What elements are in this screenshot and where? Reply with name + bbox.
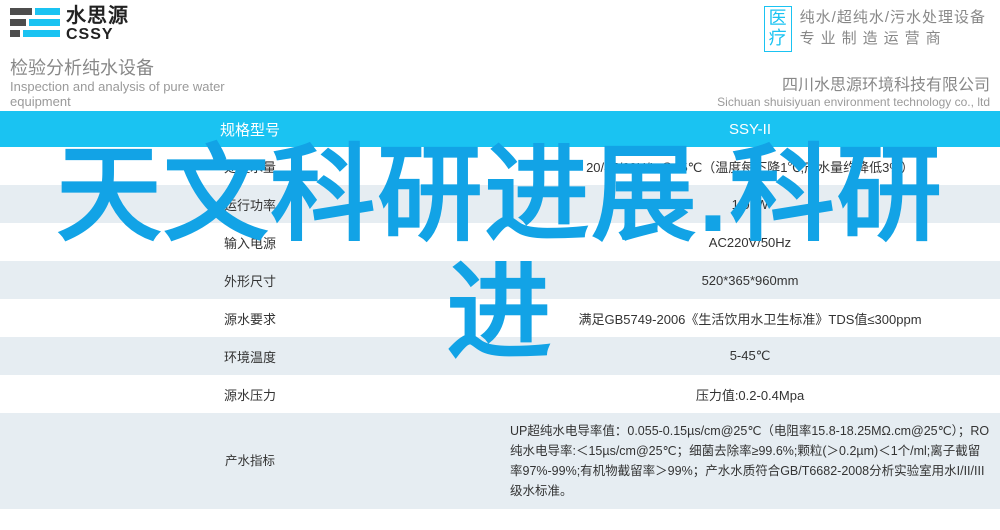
header: 水思源 CSSY 医 疗 纯水/超纯水/污水处理设备 专业制造运营商: [0, 0, 1000, 54]
footer-label: 产水指标: [0, 413, 500, 509]
footer-value: UP超纯水电导率值：0.055-0.15µs/cm@25℃（电阻率15.8-18…: [500, 413, 1000, 509]
tagline-line1: 纯水/超纯水/污水处理设备: [800, 6, 986, 27]
tagline-block: 医 疗 纯水/超纯水/污水处理设备 专业制造运营商: [764, 6, 986, 52]
row-value: 压力值:0.2-0.4Mpa: [500, 375, 1000, 413]
logo-name-en: CSSY: [66, 26, 129, 44]
subtitle-right-cn: 四川水思源环境科技有限公司: [717, 71, 990, 95]
row-value: 5-45℃: [500, 337, 1000, 375]
table-header-left: 规格型号: [0, 111, 500, 147]
table-row: 运行功率 1.0kW: [0, 185, 1000, 223]
table-header-right: SSY-II: [500, 111, 1000, 147]
row-label: 外形尺寸: [0, 261, 500, 299]
tagline-lines: 纯水/超纯水/污水处理设备 专业制造运营商: [800, 6, 986, 48]
logo-block: 水思源 CSSY: [10, 6, 129, 44]
logo-name-cn: 水思源: [66, 6, 129, 26]
logo-icon: [10, 6, 60, 44]
row-label: 运行功率: [0, 185, 500, 223]
row-value: 20/45/60H/L @25℃（温度每下降1℃,产水量约降低3%）: [500, 147, 1000, 185]
tagline-line2: 专业制造运营商: [800, 27, 986, 48]
med-char-1: 医: [769, 9, 787, 29]
table-row: 输入电源 AC220V/50Hz: [0, 223, 1000, 261]
row-value: 满足GB5749-2006《生活饮用水卫生标准》TDS值≤300ppm: [500, 299, 1000, 337]
table-header-row: 规格型号 SSY-II: [0, 111, 1000, 147]
row-label: 输入电源: [0, 223, 500, 261]
table-row: 源水压力 压力值:0.2-0.4Mpa: [0, 375, 1000, 413]
subtitle-right: 四川水思源环境科技有限公司 Sichuan shuisiyuan environ…: [717, 71, 990, 109]
logo-text: 水思源 CSSY: [66, 6, 129, 44]
subheader: 检验分析纯水设备 Inspection and analysis of pure…: [0, 54, 1000, 112]
table-row: 环境温度 5-45℃: [0, 337, 1000, 375]
med-char-2: 疗: [769, 29, 787, 49]
table-row: 源水要求 满足GB5749-2006《生活饮用水卫生标准》TDS值≤300ppm: [0, 299, 1000, 337]
subtitle-left-cn: 检验分析纯水设备: [10, 54, 270, 80]
subtitle-right-en: Sichuan shuisiyuan environment technolog…: [717, 95, 990, 109]
row-label: 源水要求: [0, 299, 500, 337]
medical-badge: 医 疗: [764, 6, 792, 52]
row-value: 520*365*960mm: [500, 261, 1000, 299]
row-value: AC220V/50Hz: [500, 223, 1000, 261]
table-row: 处理水量 20/45/60H/L @25℃（温度每下降1℃,产水量约降低3%）: [0, 147, 1000, 185]
table-footer-row: 产水指标 UP超纯水电导率值：0.055-0.15µs/cm@25℃（电阻率15…: [0, 413, 1000, 509]
row-value: 1.0kW: [500, 185, 1000, 223]
spec-table: 规格型号 SSY-II 处理水量 20/45/60H/L @25℃（温度每下降1…: [0, 111, 1000, 509]
row-label: 环境温度: [0, 337, 500, 375]
row-label: 处理水量: [0, 147, 500, 185]
row-label: 源水压力: [0, 375, 500, 413]
table-row: 外形尺寸 520*365*960mm: [0, 261, 1000, 299]
subtitle-left-en: Inspection and analysis of pure water eq…: [10, 80, 270, 110]
subtitle-left: 检验分析纯水设备 Inspection and analysis of pure…: [10, 54, 270, 110]
